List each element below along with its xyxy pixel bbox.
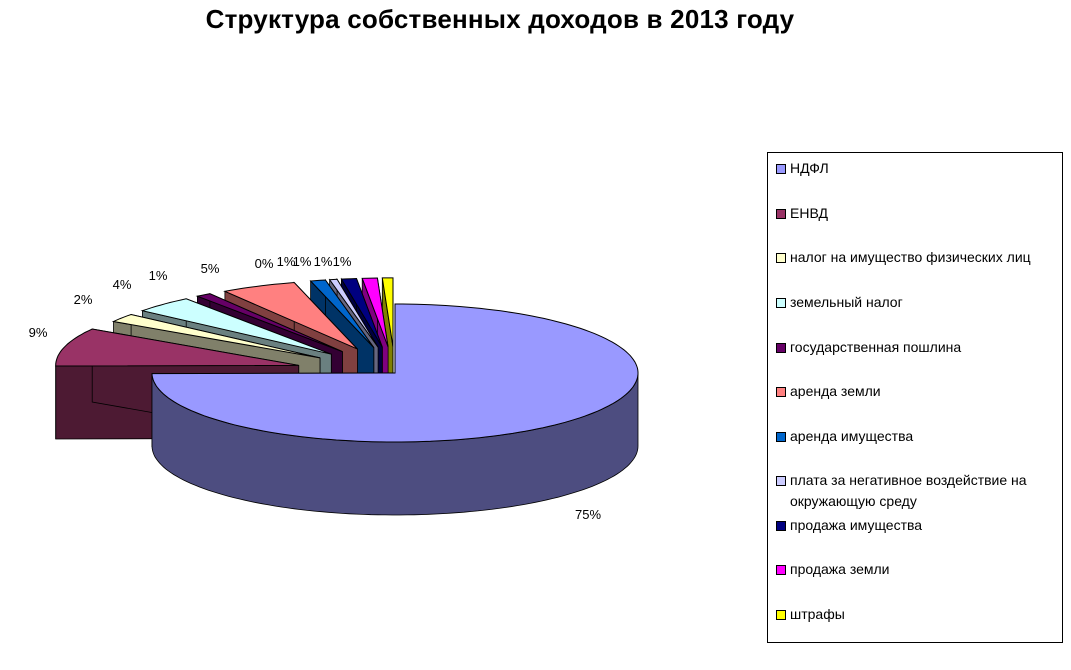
legend-swatch (776, 476, 786, 486)
chart-legend: НДФЛ ЕНВД налог на имущество физических ли… (767, 152, 1063, 643)
legend-swatch (776, 209, 786, 219)
legend-swatch (776, 298, 786, 308)
legend-swatch (776, 164, 786, 174)
slice-6 (309, 279, 375, 348)
legend-item: земельный налог (776, 292, 1062, 313)
slice-0 (151, 303, 639, 443)
legend-swatch (776, 343, 786, 353)
legend-label: продажа имущества (790, 517, 923, 533)
legend-label: налог на имущество физических лиц (790, 249, 1031, 265)
data-label-10: 1% (333, 254, 352, 269)
data-label-0: 75% (575, 507, 601, 522)
legend-label: аренда земли (790, 383, 881, 399)
legend-label: плата за негативное воздействие на окруж… (790, 472, 1027, 509)
legend-item: аренда земли (776, 381, 1062, 402)
data-label-3: 4% (113, 277, 132, 292)
legend-swatch (776, 432, 786, 442)
slice-8 (340, 277, 383, 348)
slice-2 (111, 313, 321, 359)
legend-label: аренда имущества (790, 428, 914, 444)
slice-3 (140, 298, 332, 355)
slice-1 (55, 328, 299, 367)
legend-swatch (776, 610, 786, 620)
data-label-6: 0% (255, 256, 274, 271)
legend-item: налог на имущество физических лиц (776, 247, 1062, 268)
data-label-7: 1% (277, 254, 296, 269)
legend-item: НДФЛ (776, 158, 1062, 179)
data-label-1: 9% (29, 325, 48, 340)
legend-item: штрафы (776, 604, 1062, 625)
data-label-9: 1% (314, 254, 333, 269)
slice-9 (361, 277, 389, 348)
legend-label: земельный налог (790, 294, 903, 310)
legend-item: ЕНВД (776, 203, 1062, 224)
legend-swatch (776, 565, 786, 575)
legend-item: аренда имущества (776, 426, 1062, 447)
pie-tops (55, 277, 639, 443)
pie-labels: 75%9%2%4%1% 5% 0% 1%1% 1% 1% (29, 254, 602, 522)
slice-7 (328, 278, 379, 348)
legend-swatch (776, 387, 786, 397)
data-label-5: 5% (201, 261, 220, 276)
legend-label: государственная пошлина (790, 339, 962, 355)
data-label-8: 1% (293, 254, 312, 269)
slice-4 (195, 293, 343, 353)
data-label-2: 2% (74, 292, 93, 307)
slice-10 (381, 277, 394, 347)
legend-label: ЕНВД (790, 205, 828, 221)
legend-swatch (776, 253, 786, 263)
slice-5 (223, 281, 358, 350)
data-label-4: 1% (149, 268, 168, 283)
legend-item: государственная пошлина (776, 337, 1062, 358)
legend-label: НДФЛ (790, 160, 829, 176)
legend-item: продажа земли (776, 559, 1062, 580)
legend-item: плата за негативное воздействие на окруж… (776, 470, 1062, 512)
legend-item: продажа имущества (776, 515, 1062, 536)
legend-swatch (776, 521, 786, 531)
chart-title: Структура собственных доходов в 2013 год… (205, 4, 795, 34)
pie-chart: 75%9%2%4%1% 5% 0% 1%1% 1% 1% (29, 254, 639, 522)
legend-label: продажа земли (790, 561, 890, 577)
legend-label: штрафы (790, 606, 845, 622)
